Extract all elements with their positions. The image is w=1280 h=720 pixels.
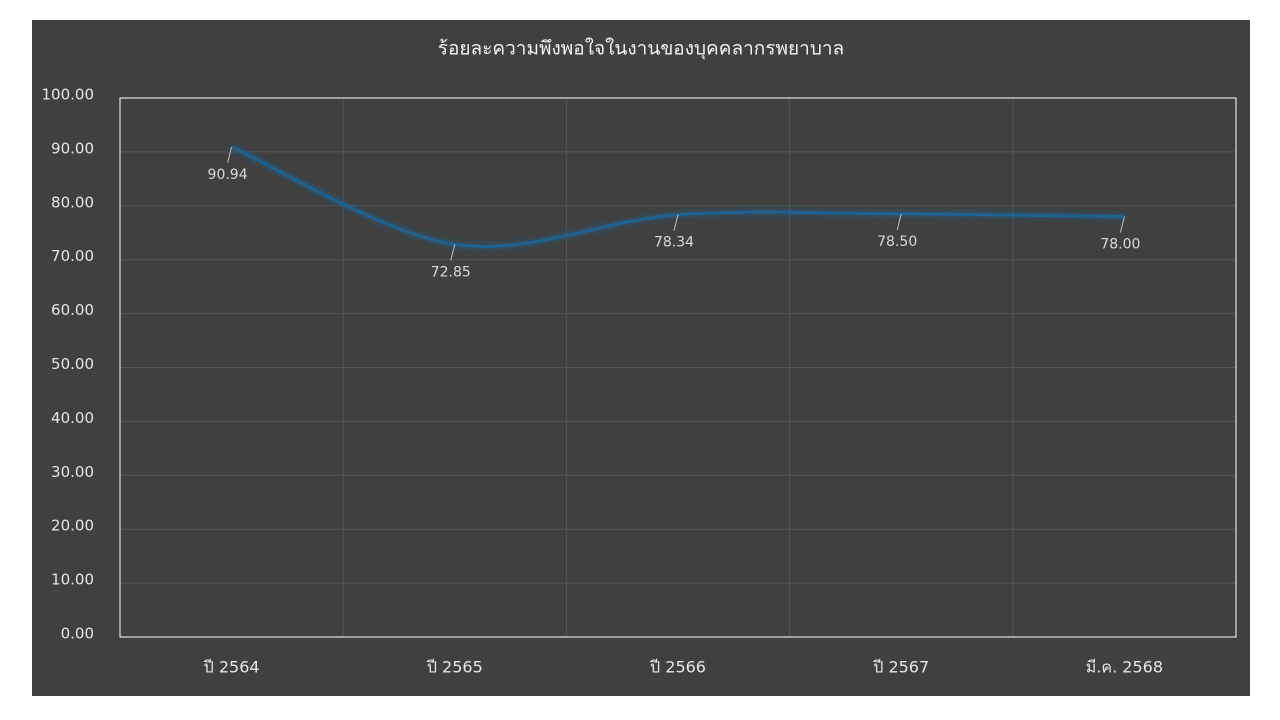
y-tick-label: 70.00 [51,247,94,265]
x-tick-label: ปี 2565 [426,658,482,677]
label-leader [227,146,233,163]
data-label: 78.50 [877,234,917,250]
label-leader [896,213,902,231]
y-tick-label: 50.00 [51,355,94,373]
data-label: 72.85 [431,264,471,280]
y-tick-label: 100.00 [42,86,95,104]
chart-title: ร้อยละความพึงพอใจในงานของบุคคลากรพยาบาล [438,38,844,61]
label-leader [450,244,456,261]
y-tick-label: 90.00 [51,139,94,157]
data-label: 78.00 [1100,237,1140,253]
x-tick-label: ปี 2567 [873,658,929,677]
label-leader [673,214,679,231]
y-tick-label: 20.00 [51,517,94,535]
y-tick-label: 30.00 [51,463,94,481]
label-leader [1119,216,1125,233]
x-tick-label: ปี 2564 [203,658,259,677]
y-tick-label: 0.00 [61,625,94,643]
x-tick-label: ปี 2566 [650,658,706,677]
y-tick-label: 10.00 [51,571,94,589]
y-tick-label: 80.00 [51,193,94,211]
plot-border [119,97,1237,638]
chart-background [32,20,1250,696]
data-label: 90.94 [208,167,248,183]
x-tick-label: มี.ค. 2568 [1086,658,1163,677]
y-tick-label: 60.00 [51,301,94,319]
y-tick-label: 40.00 [51,409,94,427]
data-label: 78.34 [654,235,694,251]
